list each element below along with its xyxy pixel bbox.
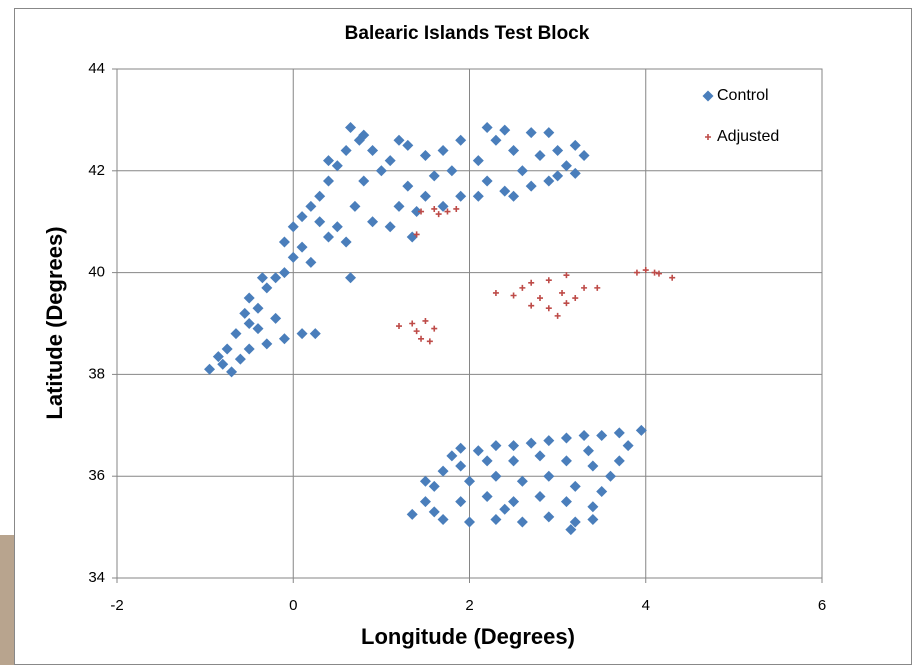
legend-label: Control xyxy=(717,87,769,104)
y-tick-label: 36 xyxy=(88,467,105,484)
x-tick-label: 4 xyxy=(642,597,650,614)
x-tick-label: 0 xyxy=(289,597,297,614)
x-tick-label: 2 xyxy=(465,597,473,614)
y-tick-label: 34 xyxy=(88,569,105,586)
x-tick-label: 6 xyxy=(818,597,826,614)
x-axis-label: Longitude (Degrees) xyxy=(361,624,575,649)
y-tick-label: 44 xyxy=(88,60,105,77)
chart: Balearic Islands Test Block Longitude (D… xyxy=(0,0,912,665)
legend-label: Adjusted xyxy=(717,128,779,145)
y-tick-label: 40 xyxy=(88,264,105,281)
x-tick-label: -2 xyxy=(110,597,123,614)
y-tick-label: 42 xyxy=(88,162,105,179)
chart-frame xyxy=(15,9,912,665)
y-axis-label: Latitude (Degrees) xyxy=(42,226,67,419)
background-photo xyxy=(0,535,14,665)
y-tick-label: 38 xyxy=(88,365,105,382)
chart-title: Balearic Islands Test Block xyxy=(345,23,590,44)
